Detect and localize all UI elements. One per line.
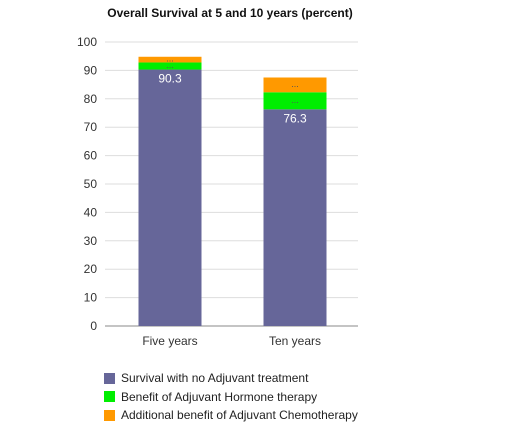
y-tick-label: 30 — [84, 234, 98, 248]
y-tick-label: 20 — [84, 262, 98, 276]
chart-svg: 0 10 20 30 40 50 60 70 80 90 100 90.3...... 76.3...… — [77, 35, 358, 348]
legend-item: Benefit of Adjuvant Hormone therapy — [104, 388, 358, 407]
data-label: ... — [291, 95, 299, 105]
legend-label: Survival with no Adjuvant treatment — [121, 371, 309, 386]
data-label: ... — [291, 79, 299, 89]
y-tick-label: 60 — [84, 149, 98, 163]
bar-segment — [138, 56, 202, 63]
legend: Survival with no Adjuvant treatment Benef… — [104, 369, 358, 425]
bar-segment — [263, 109, 327, 326]
legend-label: Benefit of Adjuvant Hormone therapy — [121, 389, 318, 404]
data-label: ... — [166, 54, 174, 64]
y-tick-label: 80 — [84, 92, 98, 106]
x-tick-label: Five years — [142, 334, 197, 348]
y-tick-label: 40 — [84, 205, 98, 219]
y-tick-label: 90 — [84, 63, 98, 77]
data-label: 90.3 — [158, 72, 182, 86]
y-tick-label: 70 — [84, 120, 98, 134]
data-label: ... — [166, 60, 174, 70]
y-tick-label: 0 — [90, 319, 97, 333]
y-tick-label: 50 — [84, 177, 98, 191]
data-label-layer: 90.3...... 76.3...... — [158, 54, 307, 126]
y-tick-label: 10 — [84, 291, 98, 305]
bar-segment — [263, 77, 327, 93]
bar-segment — [138, 62, 202, 70]
legend-label: Additional benefit of Adjuvant Chemother… — [121, 408, 358, 423]
bar-layer — [138, 56, 327, 326]
y-tick-label: 100 — [77, 35, 97, 49]
legend-item: Additional benefit of Adjuvant Chemother… — [104, 406, 358, 425]
data-label: 76.3 — [283, 111, 307, 125]
legend-swatch — [104, 391, 115, 403]
y-axis-tick-labels: 0 10 20 30 40 50 60 70 80 90 100 — [77, 35, 97, 333]
bar-segment — [138, 69, 202, 326]
legend-swatch — [104, 372, 115, 384]
chart-title: Overall Survival at 5 and 10 years (perc… — [107, 6, 353, 20]
bar-segment — [263, 92, 327, 110]
legend-item: Survival with no Adjuvant treatment — [104, 369, 358, 388]
x-tick-label: Ten years — [269, 334, 321, 348]
x-axis-tick-labels: Five years Ten years — [142, 334, 321, 348]
legend-swatch — [104, 409, 115, 421]
